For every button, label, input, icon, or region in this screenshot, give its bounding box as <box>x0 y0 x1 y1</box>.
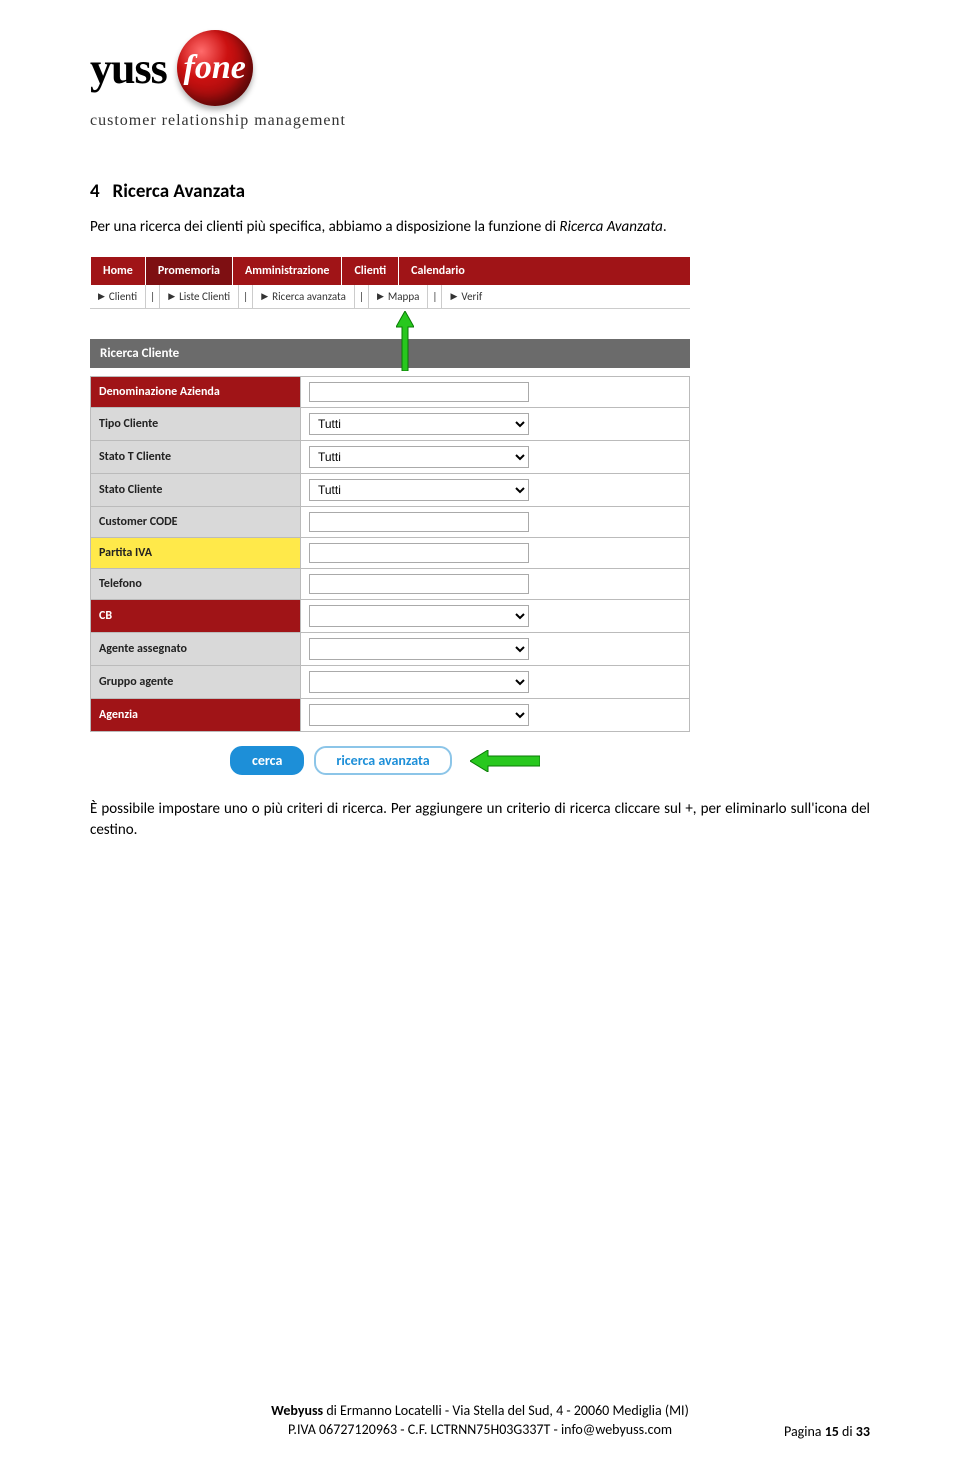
form-select[interactable] <box>309 671 529 693</box>
intro-text: Per una ricerca dei clienti più specific… <box>90 217 870 237</box>
form-label: Stato Cliente <box>91 474 301 507</box>
form-row: Telefono <box>91 569 690 600</box>
form-input[interactable] <box>309 382 529 402</box>
form-value-cell: Tutti <box>301 474 690 507</box>
form-value-cell <box>301 569 690 600</box>
subnav-item[interactable]: ▶Liste Clienti <box>159 285 238 308</box>
criteria-text: È possibile impostare uno o più criteri … <box>90 799 870 840</box>
sub-nav: ▶Clienti|▶Liste Clienti|▶Ricerca avanzat… <box>90 285 690 309</box>
form-value-cell <box>301 377 690 408</box>
form-value-cell <box>301 507 690 538</box>
form-label: Agente assegnato <box>91 633 301 666</box>
form-row: CB <box>91 600 690 633</box>
form-label: Agenzia <box>91 699 301 732</box>
form-label: CB <box>91 600 301 633</box>
mainnav-item[interactable]: Calendario <box>398 257 477 285</box>
form-select[interactable] <box>309 605 529 627</box>
button-row: cerca ricerca avanzata <box>90 746 690 775</box>
form-row: Agenzia <box>91 699 690 732</box>
pointer-arrow-vertical <box>396 311 414 371</box>
form-row: Stato Cliente Tutti <box>91 474 690 507</box>
form-select[interactable]: Tutti <box>309 413 529 435</box>
form-row: Tipo Cliente Tutti <box>91 408 690 441</box>
triangle-icon: ▶ <box>377 291 384 302</box>
main-nav: HomePromemoriaAmministrazioneClientiCale… <box>90 257 690 285</box>
panel-title: Ricerca Cliente <box>90 339 690 368</box>
form-value-cell <box>301 538 690 569</box>
form-select[interactable] <box>309 704 529 726</box>
form-label: Denominazione Azienda <box>91 377 301 408</box>
form-row: Partita IVA <box>91 538 690 569</box>
form-label: Stato T Cliente <box>91 441 301 474</box>
page-number: Pagina 15 di 33 <box>784 1423 870 1440</box>
mainnav-item[interactable]: Clienti <box>341 257 398 285</box>
form-select[interactable] <box>309 638 529 660</box>
mainnav-item[interactable]: Promemoria <box>145 257 232 285</box>
form-row: Stato T Cliente Tutti <box>91 441 690 474</box>
mainnav-item[interactable]: Amministrazione <box>232 257 342 285</box>
form-value-cell: Tutti <box>301 408 690 441</box>
form-input[interactable] <box>309 512 529 532</box>
form-row: Gruppo agente <box>91 666 690 699</box>
mainnav-item[interactable]: Home <box>90 257 145 285</box>
triangle-icon: ▶ <box>168 291 175 302</box>
form-input[interactable] <box>309 543 529 563</box>
form-value-cell <box>301 633 690 666</box>
form-input[interactable] <box>309 574 529 594</box>
logo-sphere: fone <box>177 30 253 106</box>
ui-screenshot: HomePromemoriaAmministrazioneClientiCale… <box>90 257 690 775</box>
logo-block: yuss fone customer relationship manageme… <box>90 30 870 130</box>
form-row: Denominazione Azienda <box>91 377 690 408</box>
form-select[interactable]: Tutti <box>309 446 529 468</box>
search-button[interactable]: cerca <box>230 746 304 775</box>
search-form-table: Denominazione AziendaTipo ClienteTuttiSt… <box>90 376 690 732</box>
form-value-cell <box>301 699 690 732</box>
subnav-item[interactable]: ▶Mappa <box>368 285 427 308</box>
triangle-icon: ▶ <box>98 291 105 302</box>
form-value-cell <box>301 600 690 633</box>
form-label: Gruppo agente <box>91 666 301 699</box>
form-label: Telefono <box>91 569 301 600</box>
logo-tagline: customer relationship management <box>90 112 870 130</box>
form-label: Partita IVA <box>91 538 301 569</box>
triangle-icon: ▶ <box>261 291 268 302</box>
subnav-item[interactable]: ▶Verif <box>441 285 490 308</box>
form-label: Tipo Cliente <box>91 408 301 441</box>
section-heading: 4 Ricerca Avanzata <box>90 180 870 203</box>
form-row: Customer CODE <box>91 507 690 538</box>
advanced-search-button[interactable]: ricerca avanzata <box>314 746 451 775</box>
form-select[interactable]: Tutti <box>309 479 529 501</box>
form-row: Agente assegnato <box>91 633 690 666</box>
pointer-arrow-horizontal <box>470 750 540 772</box>
logo-row: yuss fone <box>90 30 870 106</box>
form-label: Customer CODE <box>91 507 301 538</box>
form-value-cell: Tutti <box>301 441 690 474</box>
form-value-cell <box>301 666 690 699</box>
subnav-item[interactable]: ▶Clienti <box>90 285 145 308</box>
logo-wordmark: yuss <box>90 43 167 94</box>
subnav-item[interactable]: ▶Ricerca avanzata <box>252 285 354 308</box>
triangle-icon: ▶ <box>450 291 457 302</box>
